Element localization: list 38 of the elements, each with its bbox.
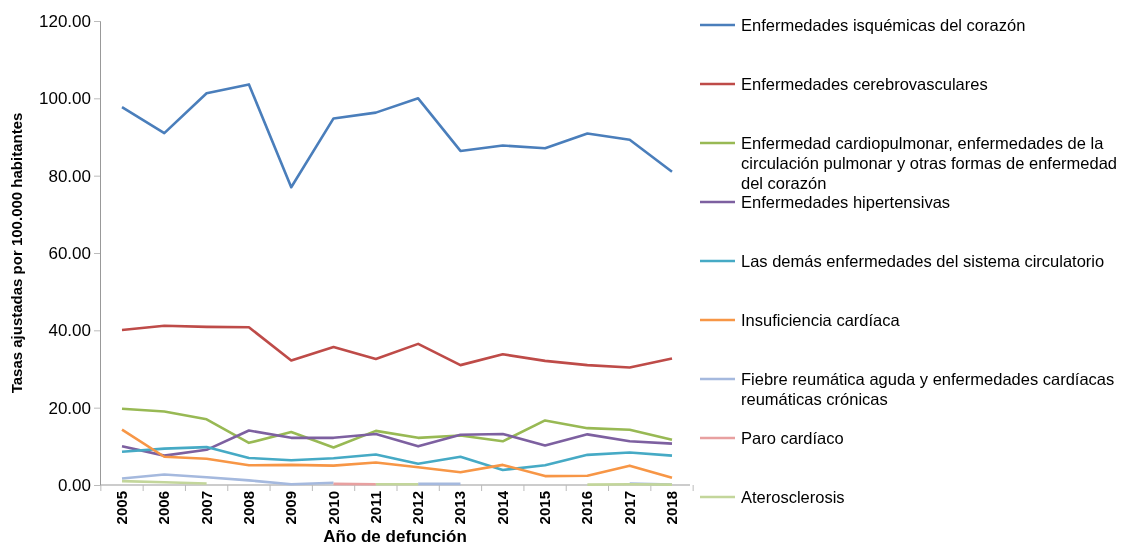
line-series — [120, 83, 674, 189]
legend-label: Insuficiencia cardíaca — [741, 311, 901, 329]
x-tick-label: 2005 — [113, 491, 130, 525]
legend-label: Paro cardíaco — [741, 429, 844, 447]
x-tick-label: 2008 — [239, 491, 257, 525]
y-tick-label: 20.00 — [48, 398, 91, 418]
y-tick-label: 120.00 — [39, 11, 91, 31]
x-tick-label: 2007 — [197, 491, 215, 525]
x-tick-label: 2012 — [409, 491, 427, 525]
legend-label: Enfermedades isquémicas del corazón — [741, 16, 1026, 34]
x-tick-label: 2006 — [155, 491, 173, 525]
legend-label: Aterosclerosis — [741, 488, 845, 506]
x-axis-title: Año de defunción — [323, 527, 467, 545]
x-tick-label: 2010 — [324, 491, 342, 525]
x-tick-label: 2018 — [663, 491, 680, 525]
y-tick-label: 100.00 — [39, 89, 91, 109]
x-tick-label: 2011 — [366, 491, 384, 524]
line-series — [120, 429, 674, 457]
legend-label: Las demás enfermedades del sistema circulatorio — [741, 252, 1105, 270]
line-series — [120, 428, 674, 479]
x-tick-label: 2016 — [578, 491, 596, 525]
y-tick-label: 40.00 — [48, 321, 91, 341]
line-series — [120, 445, 674, 472]
y-tick-label: 60.00 — [48, 243, 91, 263]
x-tick-label: 2015 — [536, 491, 554, 525]
y-tick-label: 0.00 — [57, 475, 91, 495]
line-series — [120, 324, 674, 369]
y-axis-title: Tasas ajustadas por 100.000 habitantes — [8, 112, 25, 394]
x-tick-label: 2009 — [282, 491, 300, 525]
legend-label: Enfermedad cardiopulmonar, enfermedades de la circulación pulmonar y otras formas de enfermedad del corazón — [741, 134, 1118, 192]
x-tick-label: 2013 — [451, 491, 469, 525]
x-tick-label: 2017 — [620, 491, 638, 525]
x-tick-label: 2014 — [493, 490, 511, 525]
y-tick-label: 80.00 — [48, 166, 91, 186]
legend-label: Fiebre reumática aguda y enfermedades cardíacas reumáticas crónicas — [741, 370, 1115, 408]
legend-label: Enfermedades hipertensivas — [741, 193, 951, 211]
legend-label: Enfermedades cerebrovasculares — [741, 75, 988, 93]
line-series — [120, 407, 674, 449]
